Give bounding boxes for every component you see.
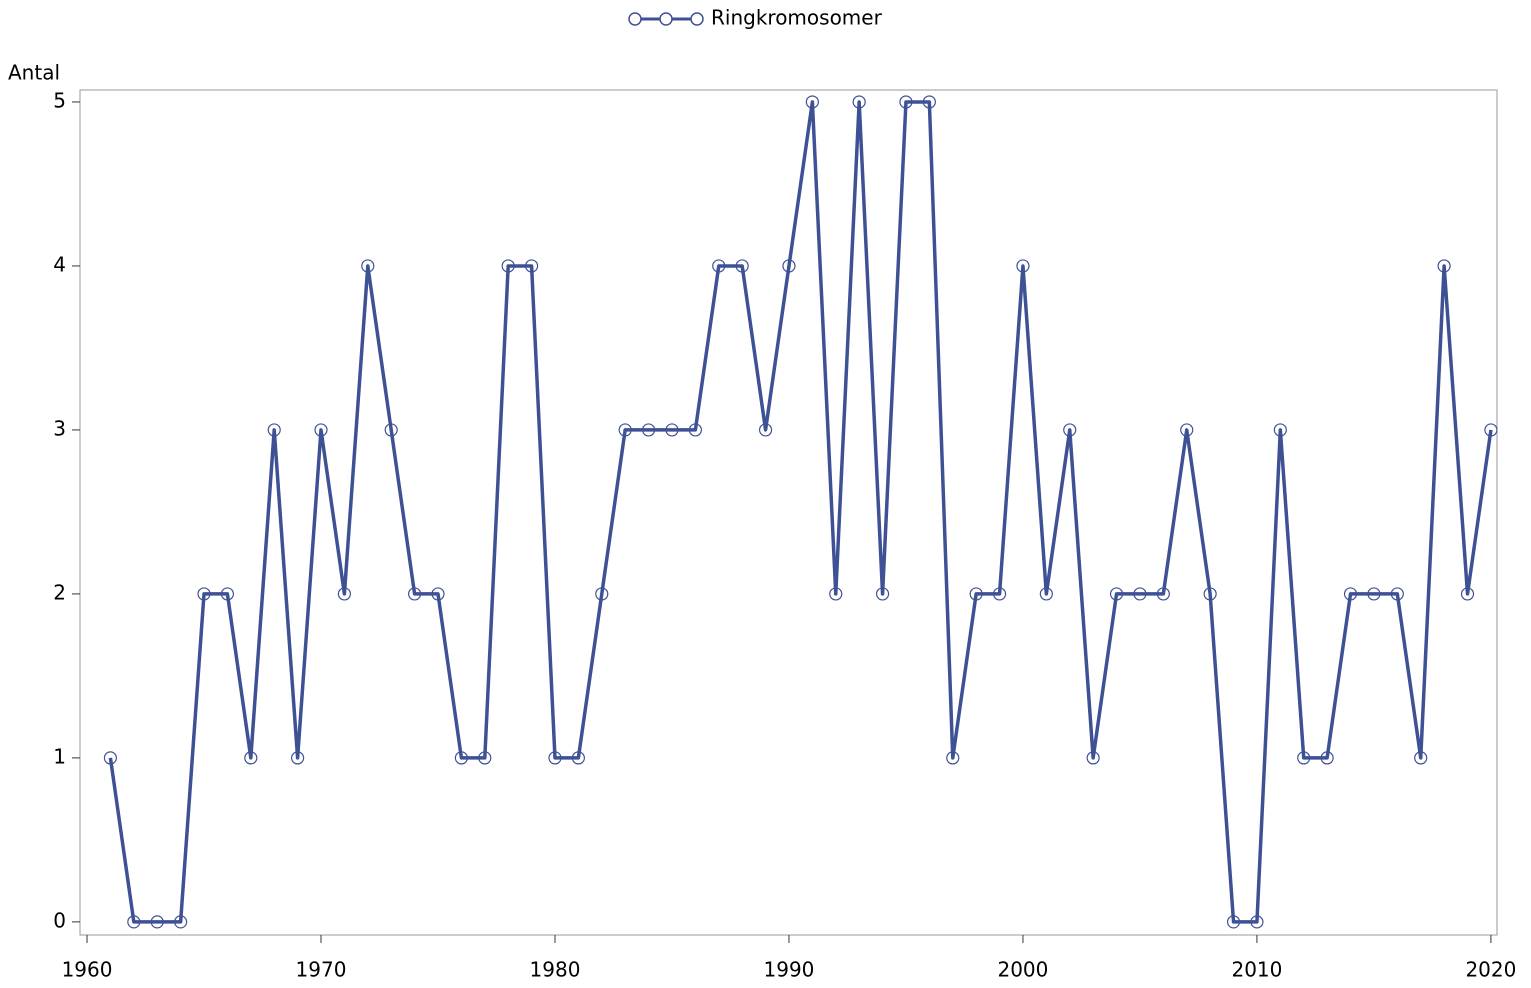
data-point [174, 915, 188, 929]
data-point [1414, 751, 1428, 765]
data-point [899, 95, 913, 109]
data-point [1437, 259, 1451, 273]
data-point [1343, 587, 1358, 601]
data-point [478, 751, 492, 765]
data-point [244, 751, 258, 765]
y-tick-label: 3 [53, 416, 66, 440]
y-axis-label: Antal [8, 61, 60, 85]
data-point [220, 587, 235, 601]
data-point [1203, 587, 1217, 601]
plot-frame [79, 89, 1498, 936]
data-point [1133, 587, 1147, 601]
data-point [1297, 751, 1311, 765]
data-point [524, 259, 539, 273]
data-point [1367, 587, 1381, 601]
data-point [782, 259, 796, 273]
data-point [571, 751, 585, 765]
data-point [314, 423, 328, 437]
data-point [1250, 915, 1264, 929]
y-tick-label: 5 [53, 88, 66, 112]
data-point [969, 587, 983, 601]
data-point [197, 587, 211, 601]
y-tick-label: 2 [53, 580, 66, 604]
x-tick-label: 2010 [1231, 958, 1282, 982]
data-point [618, 423, 632, 437]
data-point [548, 751, 562, 765]
data-point [641, 423, 656, 437]
data-point [1180, 423, 1194, 437]
x-tick-label: 1980 [530, 958, 581, 982]
y-tick-label: 0 [53, 908, 66, 932]
data-point [712, 259, 726, 273]
data-point [361, 259, 375, 273]
data-point [454, 751, 468, 765]
data-point [1484, 423, 1498, 437]
data-point [501, 259, 515, 273]
data-point [735, 259, 749, 273]
x-tick-label: 1960 [62, 958, 113, 982]
data-point [1063, 423, 1077, 437]
data-point [337, 587, 352, 601]
data-point [1320, 751, 1334, 765]
data-point [688, 423, 702, 437]
legend-marker [690, 12, 704, 26]
data-point [946, 751, 960, 765]
data-point [267, 423, 281, 437]
data-point [150, 915, 164, 929]
data-point [407, 587, 422, 601]
data-point [922, 95, 936, 109]
legend-marker [659, 12, 673, 26]
y-tick-label: 1 [53, 744, 66, 768]
data-point [595, 587, 609, 601]
legend-marker [628, 12, 642, 26]
data-point [875, 587, 890, 601]
data-point [1039, 587, 1053, 601]
x-tick-label: 2000 [997, 958, 1048, 982]
x-tick-label: 2020 [1465, 958, 1516, 982]
y-tick-label: 4 [53, 252, 66, 276]
data-point [992, 587, 1007, 601]
data-line [108, 100, 1493, 924]
data-point [103, 751, 118, 765]
data-point [1109, 587, 1124, 601]
data-point [852, 95, 866, 109]
data-point [1460, 587, 1475, 601]
data-point [665, 423, 679, 437]
data-point [384, 423, 398, 437]
data-point [431, 587, 445, 601]
x-tick-label: 1990 [764, 958, 815, 982]
data-point [829, 587, 843, 601]
data-point [1156, 587, 1170, 601]
data-point [1086, 751, 1100, 765]
data-point [805, 95, 819, 109]
data-point [758, 423, 773, 437]
legend-label: Ringkromosomer [711, 6, 883, 30]
data-point [1273, 423, 1287, 437]
x-tick-label: 1970 [296, 958, 347, 982]
data-point [127, 915, 141, 929]
data-point [1226, 915, 1241, 929]
data-point [1016, 259, 1030, 273]
data-point [291, 751, 305, 765]
data-point [1390, 587, 1404, 601]
